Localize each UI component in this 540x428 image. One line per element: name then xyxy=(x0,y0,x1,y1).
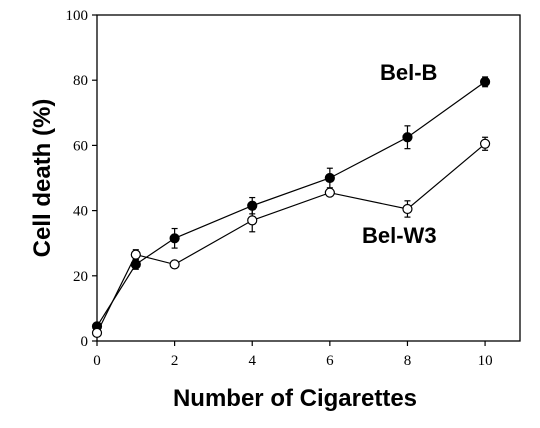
plot-frame xyxy=(96,14,521,342)
data-point xyxy=(169,259,180,270)
data-point xyxy=(130,249,141,260)
y-tick-label: 60 xyxy=(73,138,88,154)
y-axis-title: Cell death (%) xyxy=(29,99,56,258)
data-point xyxy=(247,215,258,226)
data-point xyxy=(169,233,180,244)
data-point xyxy=(91,327,103,338)
y-tick-label: 80 xyxy=(73,73,88,89)
x-tick-label: 4 xyxy=(248,353,256,369)
data-point xyxy=(479,76,491,87)
series-label-bel-b: Bel-B xyxy=(380,60,437,85)
x-tick-label: 0 xyxy=(93,353,101,369)
data-point xyxy=(324,172,335,184)
series-bel-w3 xyxy=(91,136,491,338)
y-axis: 0 20 40 60 80 100 xyxy=(66,8,97,350)
x-tick-label: 10 xyxy=(478,353,493,369)
data-point xyxy=(402,203,413,215)
x-tick-label: 6 xyxy=(326,353,334,369)
y-tick-label: 0 xyxy=(81,334,89,350)
x-tick-label: 8 xyxy=(404,353,412,369)
data-point xyxy=(402,132,413,143)
series-layer xyxy=(91,76,491,338)
series-bel-b xyxy=(91,76,491,332)
data-point xyxy=(479,138,491,149)
y-tick-label: 100 xyxy=(66,8,89,24)
series-line-bel-b xyxy=(96,81,486,327)
series-label-bel-w3: Bel-W3 xyxy=(362,223,437,248)
data-point xyxy=(324,187,335,198)
x-axis: 0 2 4 6 8 10 xyxy=(93,341,493,369)
y-tick-label: 40 xyxy=(73,204,88,220)
y-tick-label: 20 xyxy=(73,269,88,285)
x-tick-label: 2 xyxy=(171,353,179,369)
x-axis-title: Number of Cigarettes xyxy=(173,385,417,412)
